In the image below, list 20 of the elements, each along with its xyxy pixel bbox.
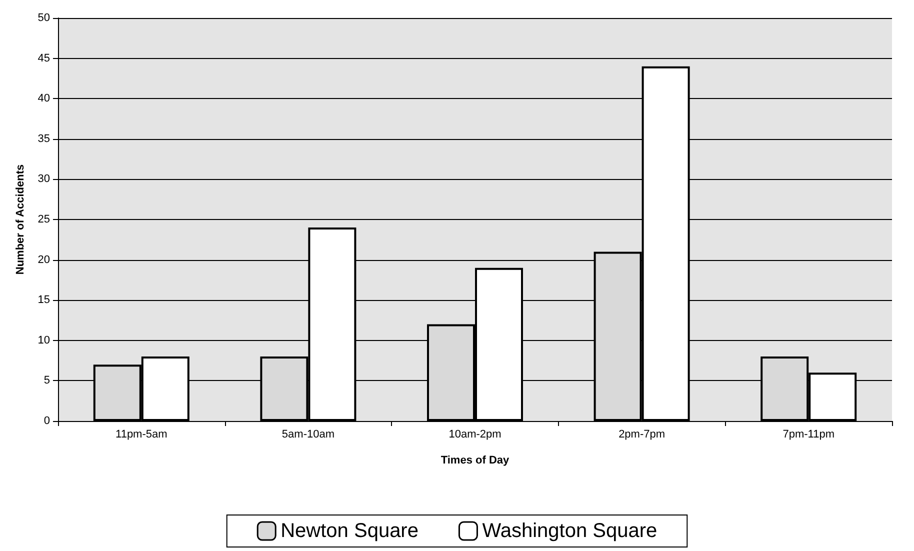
x-tick-label: 5am-10am bbox=[282, 428, 334, 440]
y-tick-label: 0 bbox=[44, 415, 50, 427]
y-tick-label: 20 bbox=[38, 254, 50, 266]
y-tick-label: 40 bbox=[38, 92, 50, 105]
y-tick-label: 10 bbox=[38, 334, 50, 346]
y-axis-title: Number of Accidents bbox=[14, 164, 26, 275]
x-tick-label: 11pm-5am bbox=[116, 428, 168, 440]
y-tick-label: 25 bbox=[38, 214, 50, 226]
x-tick-label: 7pm-11pm bbox=[782, 428, 834, 440]
y-tick-label: 5 bbox=[44, 374, 50, 387]
y-tick-label: 30 bbox=[38, 173, 50, 186]
legend-label: Washington Square bbox=[482, 520, 658, 542]
x-tick-label: 10am-2pm bbox=[448, 428, 502, 440]
y-tick-label: 15 bbox=[38, 294, 50, 306]
y-tick-label: 50 bbox=[38, 12, 50, 24]
y-tick-label: 45 bbox=[38, 52, 50, 64]
x-axis-title: Times of Day bbox=[440, 454, 510, 466]
x-tick-label: 2pm-7pm bbox=[618, 428, 666, 440]
y-tick-label: 35 bbox=[38, 132, 50, 145]
legend-label: Newton Square bbox=[280, 520, 418, 542]
